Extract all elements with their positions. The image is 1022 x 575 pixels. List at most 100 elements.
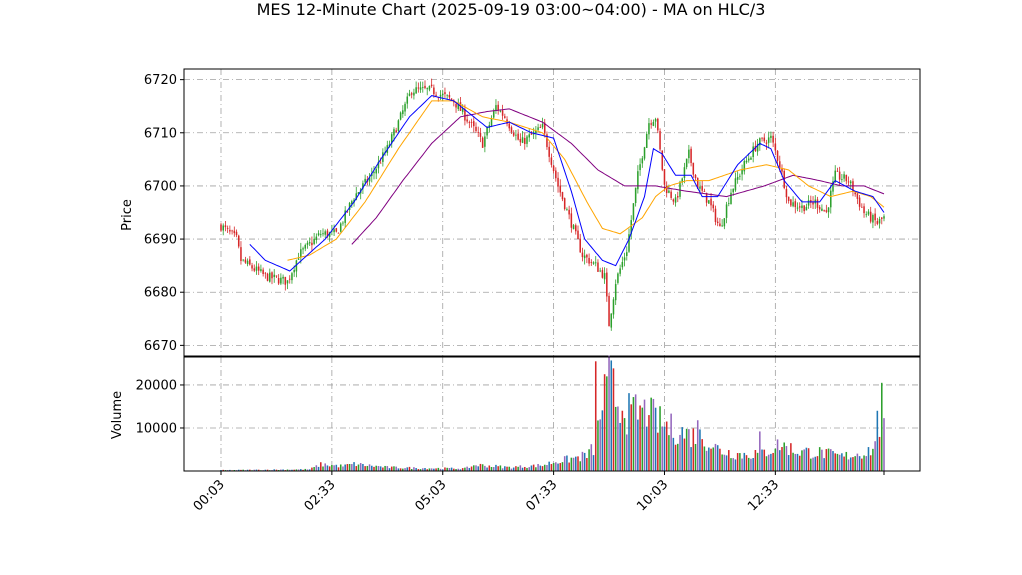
candle-body bbox=[288, 278, 291, 280]
volume-bar bbox=[364, 466, 366, 471]
candle-body bbox=[466, 119, 468, 122]
candle-body bbox=[639, 164, 641, 171]
volume-bar bbox=[677, 443, 679, 471]
candle-body bbox=[796, 207, 799, 209]
candle-body bbox=[641, 158, 644, 164]
candle-body bbox=[750, 157, 752, 160]
volume-bar bbox=[694, 443, 697, 471]
candle-body bbox=[661, 150, 664, 170]
candle-body bbox=[869, 211, 872, 222]
volume-bar bbox=[858, 456, 861, 471]
candle-body bbox=[688, 149, 690, 159]
volume-bar bbox=[253, 469, 256, 471]
volume-bar bbox=[583, 452, 586, 471]
volume-bar bbox=[597, 420, 599, 471]
candle-body bbox=[730, 192, 732, 205]
candle-body bbox=[548, 146, 550, 157]
candle-body bbox=[364, 178, 366, 183]
candle-body bbox=[550, 157, 553, 165]
volume-bar bbox=[763, 449, 766, 471]
candle-body bbox=[555, 170, 557, 179]
candle-body bbox=[464, 109, 466, 121]
candle-body bbox=[333, 229, 335, 233]
volume-bar bbox=[881, 382, 883, 471]
candle-body bbox=[226, 227, 229, 229]
volume-bar bbox=[810, 458, 812, 471]
volume-bar bbox=[237, 469, 240, 471]
volume-bar bbox=[838, 454, 841, 471]
candle-body bbox=[812, 202, 814, 205]
volume-bar bbox=[357, 464, 360, 471]
candle-body bbox=[836, 170, 839, 172]
candle-body bbox=[512, 133, 515, 136]
volume-bar bbox=[280, 469, 282, 471]
candle-body bbox=[874, 213, 876, 221]
candle-body bbox=[371, 173, 373, 177]
candle-body bbox=[794, 201, 797, 208]
volume-bar bbox=[626, 434, 628, 471]
candle-body bbox=[832, 181, 834, 192]
volume-bar bbox=[351, 464, 353, 471]
candle-body bbox=[838, 171, 841, 180]
volume-bar bbox=[386, 466, 389, 471]
candle-body bbox=[643, 147, 646, 159]
volume-bar bbox=[428, 468, 431, 471]
candle-body bbox=[492, 110, 495, 118]
candle-body bbox=[302, 248, 304, 250]
volume-bar bbox=[388, 468, 391, 471]
candle-body bbox=[612, 299, 615, 315]
candle-body bbox=[810, 200, 812, 203]
candle-body bbox=[663, 169, 666, 185]
volume-bar bbox=[581, 451, 584, 471]
volume-axis-label: Volume bbox=[110, 391, 125, 439]
volume-bar bbox=[710, 448, 712, 471]
volume-bar bbox=[528, 467, 530, 471]
candle-body bbox=[535, 130, 537, 134]
candle-body bbox=[286, 280, 289, 284]
candle-body bbox=[774, 143, 777, 151]
candle-body bbox=[269, 272, 271, 282]
volume-bar bbox=[637, 419, 639, 471]
candle-body bbox=[568, 209, 570, 215]
volume-bar bbox=[767, 454, 770, 471]
candle-body bbox=[710, 198, 712, 206]
candle-body bbox=[716, 221, 719, 223]
volume-bar bbox=[300, 469, 302, 471]
candle-body bbox=[326, 230, 329, 237]
volume-bar bbox=[690, 447, 692, 471]
candle-body bbox=[623, 257, 626, 261]
volume-bar bbox=[311, 467, 313, 471]
volume-bar bbox=[457, 468, 460, 471]
candle-body bbox=[765, 142, 768, 144]
volume-bar bbox=[504, 466, 506, 471]
candle-body bbox=[517, 133, 519, 140]
volume-bar bbox=[736, 453, 739, 471]
volume-bar bbox=[543, 464, 546, 471]
volume-bar bbox=[617, 406, 619, 471]
volume-bar bbox=[723, 454, 726, 471]
candle-body bbox=[530, 132, 533, 135]
candle-body bbox=[692, 162, 695, 175]
volume-bar bbox=[634, 394, 637, 471]
volume-bar bbox=[785, 446, 788, 471]
volume-bar bbox=[878, 436, 881, 471]
volume-bar bbox=[683, 438, 686, 471]
candle-body bbox=[433, 87, 435, 95]
volume-bar bbox=[275, 469, 278, 471]
volume-bar bbox=[308, 469, 311, 471]
candle-body bbox=[497, 104, 499, 111]
volume-bar bbox=[688, 429, 690, 471]
candle-body bbox=[264, 272, 267, 274]
candle-body bbox=[539, 127, 542, 128]
candle-body bbox=[244, 259, 247, 263]
volume-bar bbox=[415, 468, 417, 471]
volume-bar bbox=[557, 463, 559, 471]
volume-bar bbox=[606, 376, 608, 471]
volume-bar bbox=[668, 435, 670, 471]
price-axis-label: Price bbox=[120, 199, 135, 231]
volume-bar bbox=[756, 452, 759, 471]
volume-bar bbox=[548, 461, 550, 471]
candle-body bbox=[852, 181, 854, 192]
volume-bar bbox=[335, 464, 338, 471]
volume-bar bbox=[734, 459, 737, 471]
